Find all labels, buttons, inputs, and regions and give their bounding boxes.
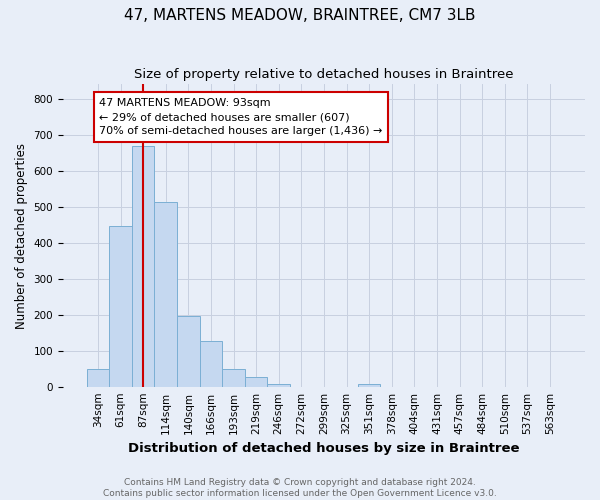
Title: Size of property relative to detached houses in Braintree: Size of property relative to detached ho… [134, 68, 514, 80]
Bar [268, 384, 290, 386]
Bar [132, 146, 154, 386]
Bar [177, 316, 200, 386]
Bar [222, 369, 245, 386]
Bar [109, 226, 132, 386]
Bar [245, 378, 268, 386]
Bar [86, 368, 109, 386]
X-axis label: Distribution of detached houses by size in Braintree: Distribution of detached houses by size … [128, 442, 520, 455]
Text: 47, MARTENS MEADOW, BRAINTREE, CM7 3LB: 47, MARTENS MEADOW, BRAINTREE, CM7 3LB [124, 8, 476, 22]
Bar [358, 384, 380, 386]
Bar [200, 341, 222, 386]
Text: Contains HM Land Registry data © Crown copyright and database right 2024.
Contai: Contains HM Land Registry data © Crown c… [103, 478, 497, 498]
Bar [154, 202, 177, 386]
Text: 47 MARTENS MEADOW: 93sqm
← 29% of detached houses are smaller (607)
70% of semi-: 47 MARTENS MEADOW: 93sqm ← 29% of detach… [100, 98, 383, 136]
Y-axis label: Number of detached properties: Number of detached properties [15, 142, 28, 328]
